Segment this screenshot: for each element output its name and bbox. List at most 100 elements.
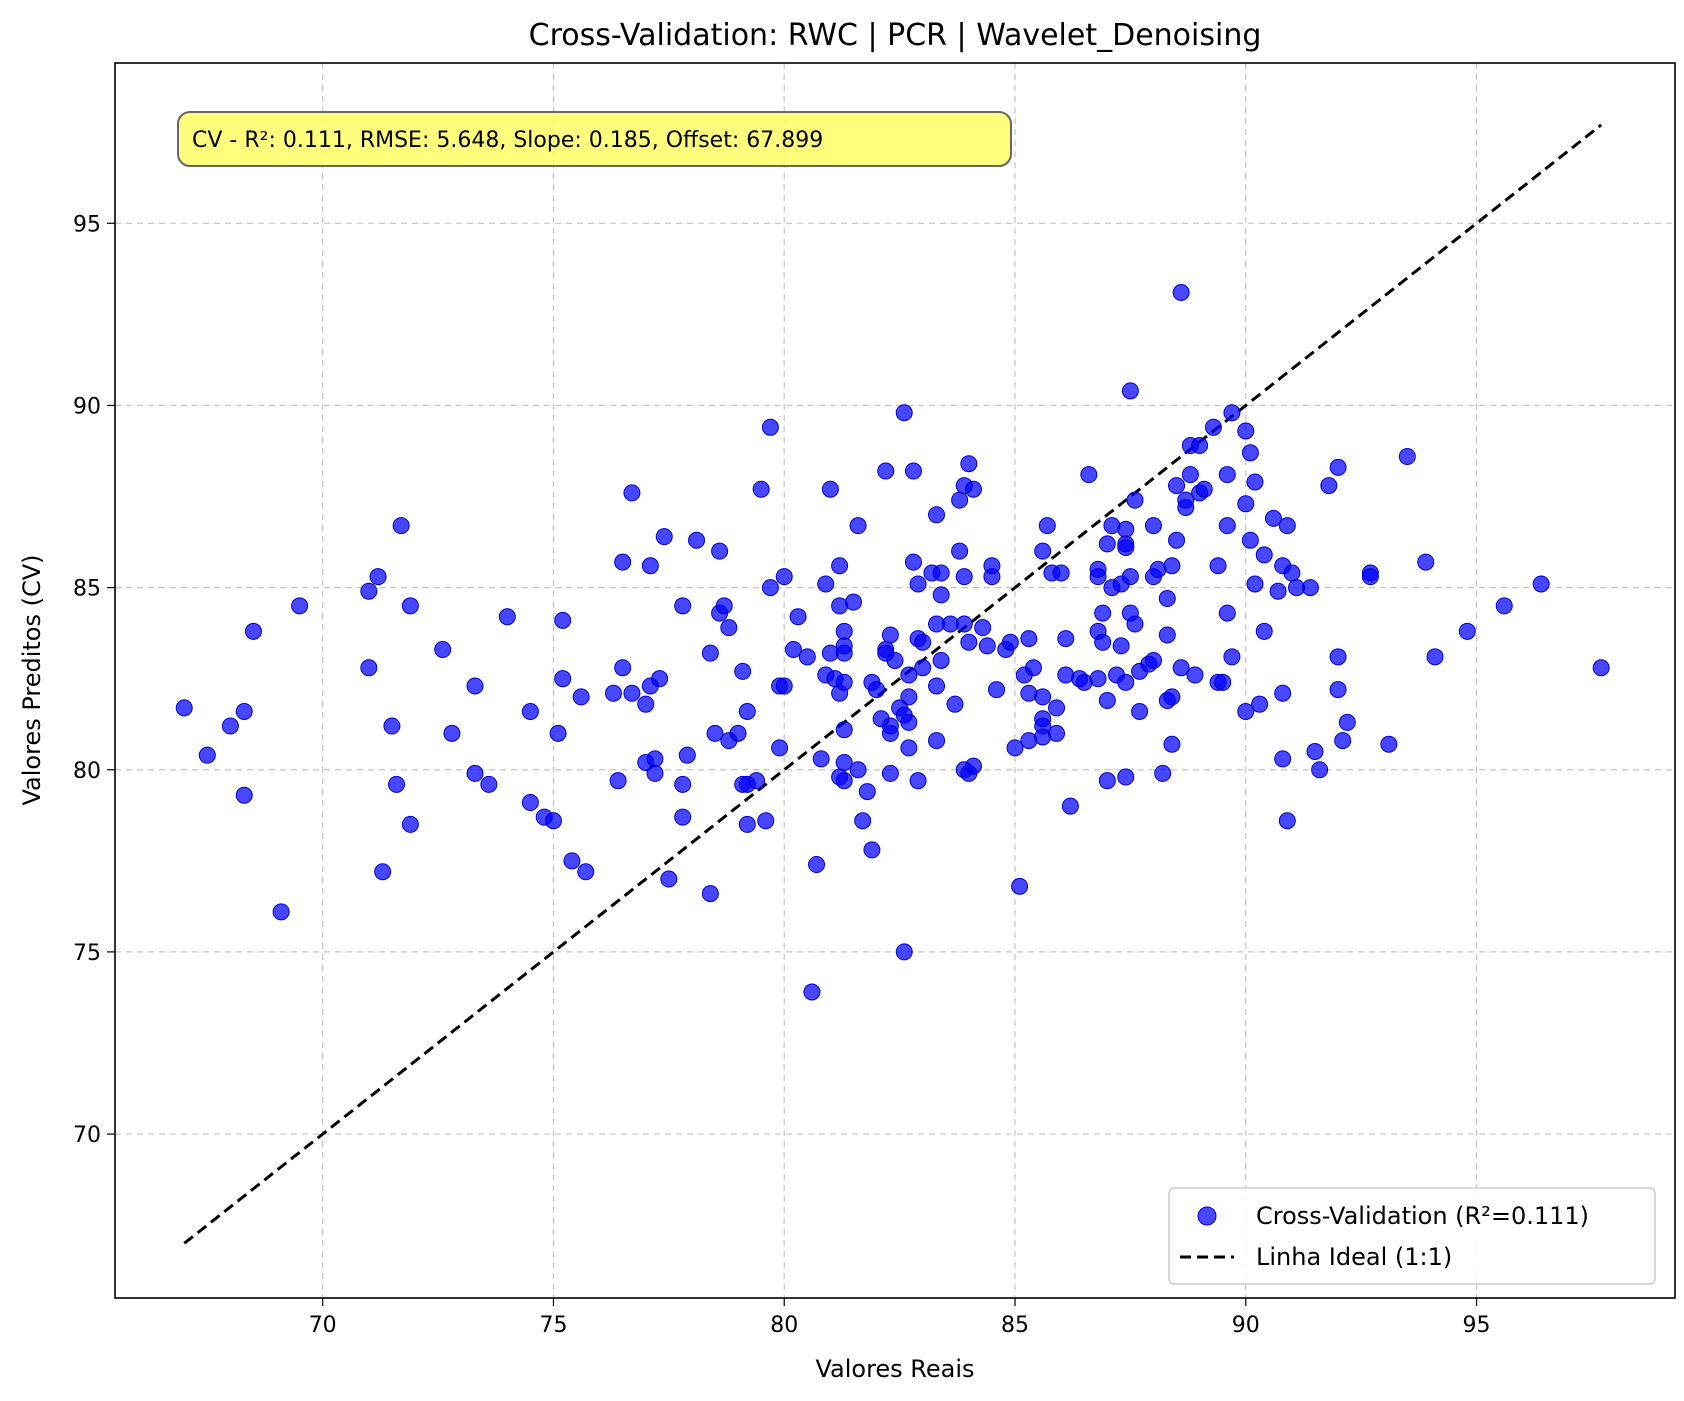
data-point [604, 684, 622, 702]
data-point [544, 812, 562, 830]
data-point [988, 681, 1006, 699]
data-point [235, 786, 253, 804]
data-point [1301, 579, 1319, 597]
data-point [904, 553, 922, 571]
data-point [1117, 673, 1135, 691]
data-point [835, 673, 853, 691]
data-point [964, 480, 982, 498]
data-point [1158, 626, 1176, 644]
data-point [955, 568, 973, 586]
data-point [443, 724, 461, 742]
data-point [521, 702, 539, 720]
y-tick-label: 80 [73, 759, 101, 784]
data-point [1532, 575, 1550, 593]
data-point [900, 739, 918, 757]
data-point [752, 480, 770, 498]
data-point [651, 670, 669, 688]
data-point [1274, 750, 1292, 768]
y-tick-label: 85 [73, 577, 101, 602]
data-point [960, 633, 978, 651]
data-point [392, 517, 410, 535]
data-point [554, 670, 572, 688]
data-point [803, 983, 821, 1001]
data-point [498, 608, 516, 626]
data-point [1592, 659, 1610, 677]
data-point [914, 633, 932, 651]
data-point [1144, 651, 1162, 669]
data-point [674, 775, 692, 793]
data-point [623, 484, 641, 502]
data-point [951, 542, 969, 560]
data-point [660, 870, 678, 888]
data-point [1098, 535, 1116, 553]
data-point [789, 608, 807, 626]
legend-box [1168, 1187, 1656, 1285]
data-point [1098, 772, 1116, 790]
data-point [1241, 444, 1259, 462]
data-point [1264, 509, 1282, 527]
data-point [900, 688, 918, 706]
data-point [1080, 466, 1098, 484]
data-point [221, 717, 239, 735]
data-point [1237, 702, 1255, 720]
data-point [1320, 477, 1338, 495]
data-point [1255, 546, 1273, 564]
data-point [835, 753, 853, 771]
data-point [577, 863, 595, 881]
y-tick-label: 75 [73, 941, 101, 966]
data-point [812, 750, 830, 768]
ideal-line [183, 123, 1603, 1245]
data-point [1269, 582, 1287, 600]
data-point [1306, 743, 1324, 761]
data-point [198, 746, 216, 764]
data-point [748, 772, 766, 790]
data-point [1126, 491, 1144, 509]
data-point [928, 732, 946, 750]
data-point [974, 619, 992, 637]
data-point [1117, 535, 1135, 553]
data-point [1223, 648, 1241, 666]
y-tick-label: 95 [73, 212, 101, 237]
data-point [900, 713, 918, 731]
data-point [849, 517, 867, 535]
data-point [466, 764, 484, 782]
data-point [1154, 764, 1172, 782]
data-point [360, 582, 378, 600]
data-point [1121, 382, 1139, 400]
data-point [1144, 517, 1162, 535]
data-point [706, 724, 724, 742]
data-point [1121, 568, 1139, 586]
data-point [572, 688, 590, 706]
data-point [383, 717, 401, 735]
data-point [374, 863, 392, 881]
data-point [932, 651, 950, 669]
data-point [821, 480, 839, 498]
data-point [291, 597, 309, 615]
data-point [1191, 437, 1209, 455]
data-point [863, 841, 881, 859]
data-point [1278, 812, 1296, 830]
data-point [1089, 670, 1107, 688]
axis-ticks: 70 75 80 85 90 95 70 75 80 85 90 95 [73, 212, 1491, 1338]
data-point [946, 695, 964, 713]
data-point [886, 651, 904, 669]
data-point [881, 626, 899, 644]
legend: Cross-Validation (R²=0.111) Linha Ideal … [1168, 1187, 1656, 1285]
data-point [1168, 477, 1186, 495]
data-point [877, 462, 895, 480]
data-point [1006, 739, 1024, 757]
data-point [1020, 630, 1038, 648]
data-point [1034, 688, 1052, 706]
data-point [849, 761, 867, 779]
data-point [1237, 495, 1255, 513]
data-point [1218, 604, 1236, 622]
data-point [909, 575, 927, 593]
data-point [854, 812, 872, 830]
data-point [720, 619, 738, 637]
data-point [775, 677, 793, 695]
y-axis-label: Valores Preditos (CV) [18, 554, 46, 805]
data-point [1241, 531, 1259, 549]
data-point [711, 542, 729, 560]
data-point [881, 764, 899, 782]
data-point [614, 553, 632, 571]
